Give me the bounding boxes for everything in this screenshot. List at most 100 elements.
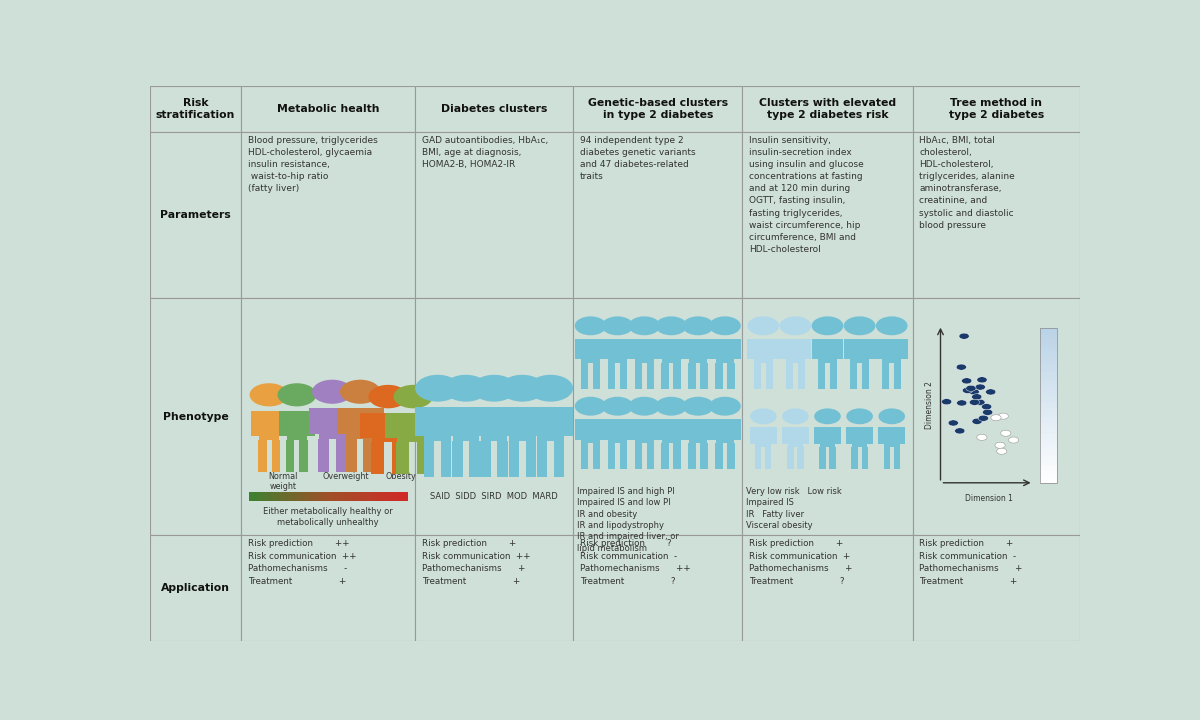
Bar (803, 427, 809, 444)
Circle shape (683, 316, 714, 336)
Bar (851, 338, 869, 363)
Bar (772, 427, 776, 444)
Circle shape (972, 394, 982, 400)
Bar (1040, 351, 1057, 354)
Bar (452, 441, 463, 477)
Bar (283, 492, 284, 501)
Bar (894, 363, 901, 389)
Circle shape (601, 397, 634, 415)
Bar (300, 440, 307, 472)
Circle shape (312, 379, 353, 404)
Bar (754, 338, 773, 363)
Bar (385, 413, 397, 438)
Bar (715, 363, 722, 389)
Circle shape (655, 316, 688, 336)
Bar (334, 492, 335, 501)
Bar (600, 419, 606, 440)
Bar (689, 443, 696, 469)
Bar (755, 447, 761, 469)
Bar (901, 338, 907, 359)
Bar (701, 363, 708, 389)
Bar (782, 427, 787, 444)
Bar (481, 407, 508, 441)
Bar (258, 492, 259, 501)
Bar (626, 419, 634, 440)
Bar (1040, 354, 1057, 356)
Bar (318, 439, 329, 472)
Bar (389, 492, 390, 501)
Bar (743, 86, 912, 132)
Bar (397, 413, 430, 443)
Bar (365, 492, 366, 501)
Bar (287, 492, 288, 501)
Bar (282, 492, 283, 501)
Circle shape (443, 375, 488, 402)
Bar (274, 492, 275, 501)
Bar (619, 443, 628, 469)
Circle shape (972, 418, 982, 424)
Bar (288, 492, 289, 501)
Bar (316, 492, 318, 501)
Bar (1040, 333, 1057, 336)
Text: Phenotype: Phenotype (163, 412, 228, 422)
Bar (1040, 477, 1057, 480)
Bar (884, 427, 900, 447)
Circle shape (750, 408, 776, 424)
Bar (1040, 382, 1057, 384)
Bar (575, 338, 581, 359)
Bar (601, 419, 608, 440)
Bar (1040, 372, 1057, 374)
Bar (1040, 480, 1057, 483)
Circle shape (844, 316, 876, 336)
Bar (259, 410, 280, 440)
Bar (415, 132, 574, 298)
Bar (150, 86, 241, 132)
Bar (395, 492, 396, 501)
Bar (374, 492, 376, 501)
Bar (1040, 459, 1057, 462)
Bar (1040, 402, 1057, 405)
Bar (715, 419, 734, 443)
Bar (734, 338, 740, 359)
Bar (654, 419, 660, 440)
Bar (629, 419, 635, 440)
Bar (451, 407, 461, 436)
Bar (1040, 410, 1057, 413)
Bar (708, 338, 714, 359)
Bar (1040, 379, 1057, 382)
Bar (277, 492, 280, 501)
Circle shape (575, 397, 606, 415)
Bar (786, 338, 805, 363)
Bar (912, 298, 1080, 536)
Bar (607, 443, 616, 469)
Bar (574, 536, 743, 641)
Text: HbA₁c, BMI, total
cholesterol,
HDL-cholesterol,
triglycerides, alanine
aminotran: HbA₁c, BMI, total cholesterol, HDL-chole… (919, 136, 1015, 230)
Circle shape (977, 377, 988, 383)
Bar (325, 492, 326, 501)
Text: Clusters with elevated
type 2 diabetes risk: Clusters with elevated type 2 diabetes r… (758, 99, 896, 120)
Bar (424, 441, 434, 477)
Bar (844, 338, 851, 359)
Circle shape (782, 408, 809, 424)
Circle shape (978, 415, 989, 421)
Bar (526, 441, 536, 477)
Bar (743, 536, 912, 641)
Bar (734, 419, 740, 440)
Bar (508, 407, 517, 436)
Bar (378, 492, 379, 501)
Bar (331, 492, 332, 501)
Bar (150, 298, 241, 536)
Circle shape (683, 397, 714, 415)
Bar (601, 338, 608, 359)
Text: GAD autoantibodies, HbA₁c,
BMI, age at diagnosis,
HOMA2-B, HOMA2-IR: GAD autoantibodies, HbA₁c, BMI, age at d… (421, 136, 548, 169)
Bar (290, 492, 293, 501)
Bar (320, 492, 322, 501)
Bar (370, 492, 371, 501)
Bar (1040, 387, 1057, 390)
Bar (272, 492, 274, 501)
Bar (281, 492, 282, 501)
Bar (1040, 446, 1057, 449)
Bar (299, 492, 300, 501)
Text: Tree method in
type 2 diabetes: Tree method in type 2 diabetes (949, 99, 1044, 120)
Bar (391, 492, 394, 501)
